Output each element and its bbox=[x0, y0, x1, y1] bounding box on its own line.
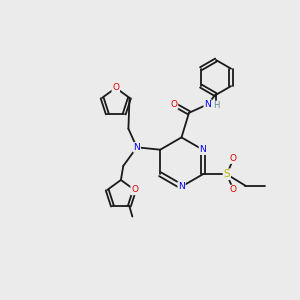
Text: O: O bbox=[170, 100, 178, 109]
Text: N: N bbox=[178, 182, 185, 191]
Text: N: N bbox=[200, 145, 206, 154]
Text: O: O bbox=[131, 185, 138, 194]
Text: N: N bbox=[134, 143, 140, 152]
Text: O: O bbox=[230, 154, 237, 163]
Text: H: H bbox=[213, 101, 220, 110]
Text: S: S bbox=[224, 169, 230, 179]
Text: O: O bbox=[230, 185, 237, 194]
Text: O: O bbox=[112, 83, 119, 92]
Text: N: N bbox=[204, 100, 211, 109]
